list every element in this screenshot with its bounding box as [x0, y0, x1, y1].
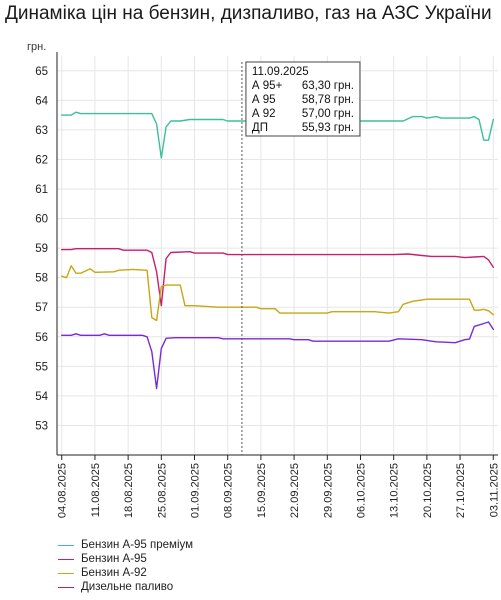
y-tick-label: 53 [35, 420, 48, 432]
legend-label: Бензин А-95 преміум [81, 539, 194, 551]
y-tick-label: 58 [35, 273, 48, 285]
y-tick-label: 54 [35, 391, 48, 403]
y-tick-label: 64 [35, 95, 48, 107]
x-tick-label: 06.10.2025 [355, 463, 367, 518]
y-tick-label: 61 [35, 184, 48, 196]
tooltip-fuel-value: 58,78 грн. [302, 94, 354, 106]
legend-swatch [58, 587, 74, 588]
series-line-a92[interactable] [61, 265, 494, 322]
x-tick-label: 13.10.2025 [389, 463, 401, 518]
y-tick-label: 59 [35, 243, 48, 255]
x-tick-label: 25.08.2025 [156, 463, 168, 518]
y-tick-label: 56 [35, 332, 48, 344]
tooltip-fuel-label: ДП [252, 122, 268, 134]
y-axis-unit-label: грн. [27, 41, 47, 53]
x-tick-label: 22.09.2025 [289, 463, 301, 518]
x-tick-label: 20.10.2025 [422, 463, 434, 518]
page-title: Динаміка цін на бензин, дизпаливо, газ н… [5, 3, 492, 24]
legend-label: Дизельне паливо [81, 581, 174, 593]
x-tick-label: 27.10.2025 [455, 463, 467, 518]
legend-swatch [58, 573, 74, 574]
series-line-diesel[interactable] [61, 321, 494, 390]
y-tick-label: 57 [35, 302, 48, 314]
x-tick-label: 11.08.2025 [90, 463, 102, 517]
x-tick-label: 29.09.2025 [322, 463, 334, 518]
tooltip-fuel-label: А 92 [252, 108, 276, 120]
tooltip-date: 11.09.2025 [252, 66, 309, 78]
x-tick-label: 18.08.2025 [123, 463, 135, 518]
tooltip-fuel-value: 57,00 грн. [302, 108, 354, 120]
x-tick-label: 08.09.2025 [223, 463, 235, 518]
hover-tooltip: 11.09.2025 А 95+ 63,30 грн. А 95 58,78 грн. А… [245, 61, 361, 137]
y-tick-label: 63 [35, 125, 48, 137]
tooltip-fuel-value: 63,30 грн. [302, 80, 354, 92]
y-tick-label: 62 [35, 154, 48, 166]
tooltip-fuel-label: А 95 [252, 94, 276, 106]
legend-swatch [58, 559, 74, 560]
legend-swatch [58, 545, 74, 546]
x-tick-label: 04.08.2025 [57, 463, 69, 518]
tooltip-fuel-label: А 95+ [252, 80, 283, 92]
legend-label: Бензин А-92 [81, 567, 147, 579]
y-tick-label: 55 [35, 361, 48, 373]
x-tick-label: 03.11.2025 [488, 463, 500, 517]
series-line-a95[interactable] [61, 247, 494, 307]
legend-label: Бензин А-95 [81, 553, 147, 565]
tooltip-box [245, 61, 361, 137]
y-tick-label: 60 [35, 214, 48, 226]
y-tick-label: 65 [35, 66, 48, 78]
tooltip-fuel-value: 55,93 грн. [302, 122, 354, 134]
x-tick-label: 01.09.2025 [190, 463, 202, 518]
x-tick-label: 15.09.2025 [256, 463, 268, 518]
